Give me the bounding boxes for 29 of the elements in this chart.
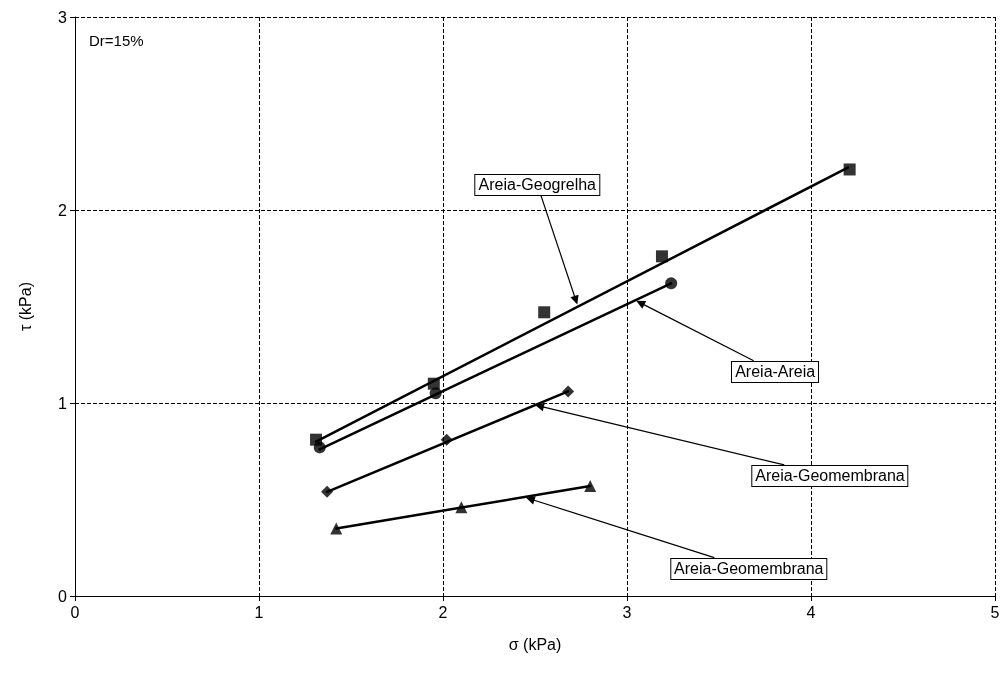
x-tick-label: 2: [438, 603, 448, 621]
point: [440, 433, 453, 446]
point: [584, 479, 597, 492]
x-tick-label: 3: [622, 603, 632, 621]
point: [665, 277, 678, 290]
x-tick-label: 4: [806, 603, 816, 621]
point: [843, 163, 856, 176]
x-tick-label: 1: [254, 603, 264, 621]
point: [321, 485, 334, 498]
annotation: Areia-Geogrelha: [474, 173, 601, 196]
point: [330, 522, 343, 535]
point: [538, 306, 551, 319]
y-tick-label: 0: [58, 587, 68, 605]
y-tick-label: 3: [58, 8, 68, 26]
point: [429, 387, 442, 400]
x-tick-label: 0: [70, 603, 80, 621]
y-tick-label: 2: [58, 201, 68, 219]
y-tick-label: 1: [58, 394, 68, 412]
point: [455, 501, 468, 514]
point: [562, 385, 575, 398]
annotation: Areia-Geomembrana: [751, 464, 909, 487]
annotation: Dr=15%: [89, 32, 144, 49]
annotation: Areia-Areia: [731, 360, 820, 383]
point: [313, 441, 326, 454]
y-axis-title: τ (kPa): [16, 282, 34, 331]
annotation: Areia-Geomembrana: [670, 557, 828, 580]
x-axis-title: σ (kPa): [508, 635, 562, 653]
point: [655, 250, 668, 263]
x-tick-label: 5: [990, 603, 1000, 621]
